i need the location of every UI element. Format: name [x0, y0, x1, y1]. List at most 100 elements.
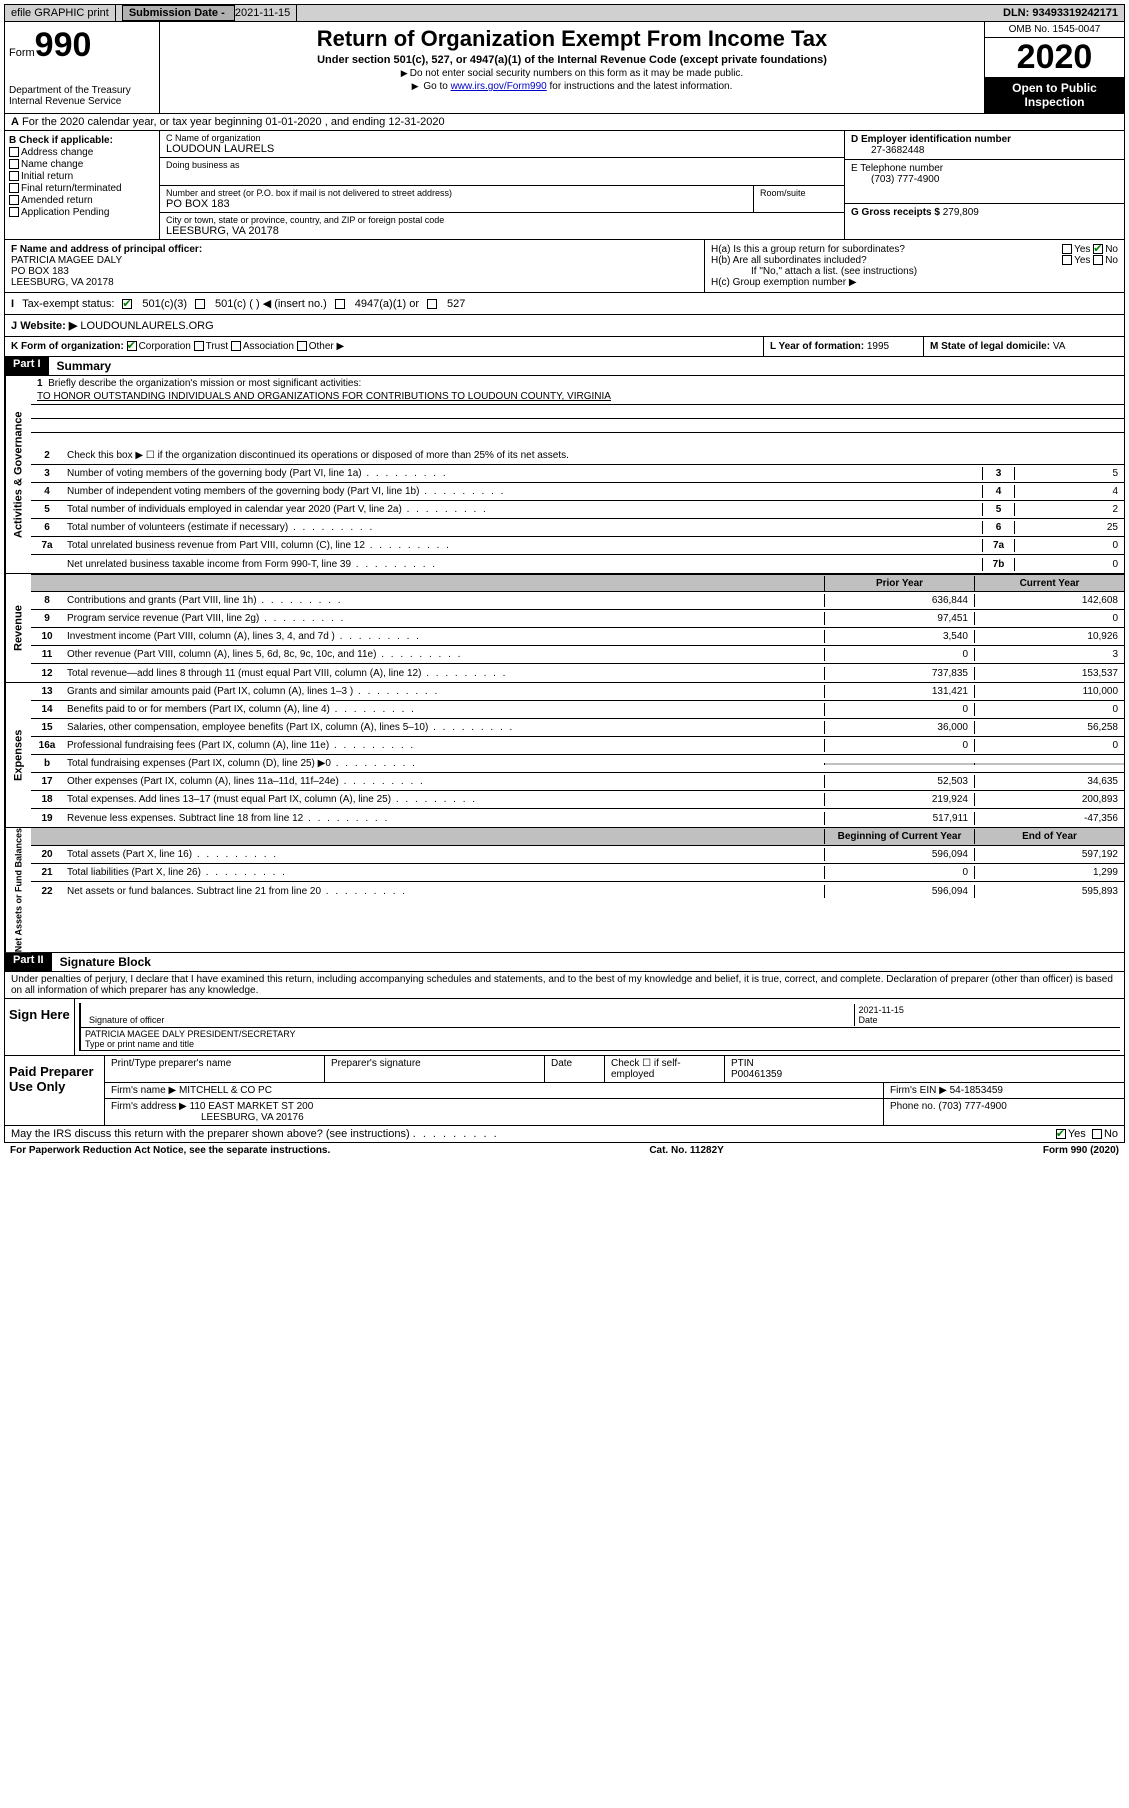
expense-line: 18Total expenses. Add lines 13–17 (must …	[31, 791, 1124, 809]
col-prior-year: Prior Year	[824, 576, 974, 591]
footer-left: For Paperwork Reduction Act Notice, see …	[10, 1145, 330, 1156]
submission-date: Submission Date - 2021-11-15	[116, 5, 297, 21]
row-a-tax-year: A For the 2020 calendar year, or tax yea…	[4, 114, 1125, 131]
chk-4947[interactable]	[335, 299, 345, 309]
dba-cell: Doing business as	[160, 158, 844, 186]
form-number: Form990	[9, 26, 155, 65]
row-l-year: L Year of formation: 1995	[764, 337, 924, 356]
chk-initial-return[interactable]: Initial return	[9, 171, 155, 182]
part2-header: Part II	[5, 953, 52, 971]
chk-discuss-yes[interactable]	[1056, 1129, 1066, 1139]
sidebar-governance: Activities & Governance	[5, 376, 31, 573]
revenue-line: 9Program service revenue (Part VIII, lin…	[31, 610, 1124, 628]
expense-line: 19Revenue less expenses. Subtract line 1…	[31, 809, 1124, 827]
netassets-line: 22Net assets or fund balances. Subtract …	[31, 882, 1124, 900]
revenue-line: 12Total revenue—add lines 8 through 11 (…	[31, 664, 1124, 682]
form-header: Form990 Department of the Treasury Inter…	[4, 22, 1125, 114]
top-bar: efile GRAPHIC print Submission Date - 20…	[4, 4, 1125, 22]
chk-amended[interactable]: Amended return	[9, 195, 155, 206]
sidebar-revenue: Revenue	[5, 574, 31, 682]
expense-line: 17Other expenses (Part IX, column (A), l…	[31, 773, 1124, 791]
ssn-note: Do not enter social security numbers on …	[164, 68, 980, 79]
prep-name-cell: Print/Type preparer's name	[105, 1056, 325, 1082]
sign-here-label: Sign Here	[5, 999, 75, 1055]
sig-officer-field: Signature of officer	[85, 1004, 855, 1026]
chk-trust[interactable]	[194, 341, 204, 351]
city-cell: City or town, state or province, country…	[160, 213, 844, 239]
row-j-website: J Website: ▶ LOUDOUNLAURELS.ORG	[4, 315, 1125, 337]
prep-sig-cell: Preparer's signature	[325, 1056, 545, 1082]
section-f-officer: F Name and address of principal officer:…	[5, 240, 704, 292]
section-b-checkboxes: B Check if applicable: Address change Na…	[5, 131, 160, 239]
col-end-year: End of Year	[974, 829, 1124, 844]
street-cell: Number and street (or P.O. box if mail i…	[160, 186, 754, 212]
part1-header: Part I	[5, 357, 49, 375]
sidebar-netassets: Net Assets or Fund Balances	[5, 828, 31, 952]
firm-addr-cell: Firm's address ▶ 110 EAST MARKET ST 200L…	[105, 1099, 884, 1125]
mission-text: TO HONOR OUTSTANDING INDIVIDUALS AND ORG…	[31, 391, 1124, 405]
room-cell: Room/suite	[754, 186, 844, 212]
chk-final-return[interactable]: Final return/terminated	[9, 183, 155, 194]
chk-corp[interactable]	[127, 341, 137, 351]
revenue-line: 10Investment income (Part VIII, column (…	[31, 628, 1124, 646]
officer-name-field: PATRICIA MAGEE DALY PRESIDENT/SECRETARYT…	[81, 1028, 1120, 1051]
ein-cell: D Employer identification number 27-3682…	[845, 131, 1124, 160]
gross-receipts-cell: G Gross receipts $ 279,809	[845, 204, 1124, 221]
chk-discuss-no[interactable]	[1092, 1129, 1102, 1139]
chk-other[interactable]	[297, 341, 307, 351]
form-subtitle: Under section 501(c), 527, or 4947(a)(1)…	[164, 54, 980, 66]
dln: DLN: 93493319242171	[997, 5, 1124, 21]
open-public-badge: Open to Public Inspection	[985, 77, 1124, 113]
page-footer: For Paperwork Reduction Act Notice, see …	[4, 1143, 1125, 1158]
col-current-year: Current Year	[974, 576, 1124, 591]
netassets-line: 21Total liabilities (Part X, line 26)01,…	[31, 864, 1124, 882]
summary-line: 5Total number of individuals employed in…	[31, 501, 1124, 519]
self-employed-cell: Check ☐ if self-employed	[605, 1056, 725, 1082]
footer-right: Form 990 (2020)	[1043, 1145, 1119, 1156]
chk-name-change[interactable]: Name change	[9, 159, 155, 170]
dept-treasury: Department of the Treasury Internal Reve…	[9, 85, 155, 107]
netassets-line: 20Total assets (Part X, line 16)596,0945…	[31, 846, 1124, 864]
summary-line: 3Number of voting members of the governi…	[31, 465, 1124, 483]
chk-assoc[interactable]	[231, 341, 241, 351]
form-title: Return of Organization Exempt From Incom…	[164, 26, 980, 52]
section-h: H(a) Is this a group return for subordin…	[704, 240, 1124, 292]
row-k-form-org: K Form of organization: Corporation Trus…	[5, 337, 764, 356]
chk-address-change[interactable]: Address change	[9, 147, 155, 158]
expense-line: 16aProfessional fundraising fees (Part I…	[31, 737, 1124, 755]
firm-ein-cell: Firm's EIN ▶ 54-1853459	[884, 1083, 1124, 1098]
part1-title: Summary	[49, 357, 120, 375]
chk-501c3[interactable]	[122, 299, 132, 309]
chk-pending[interactable]: Application Pending	[9, 207, 155, 218]
sidebar-expenses: Expenses	[5, 683, 31, 827]
row-i-tax-status: I Tax-exempt status: 501(c)(3) 501(c) ( …	[4, 293, 1125, 315]
discuss-row: May the IRS discuss this return with the…	[4, 1126, 1125, 1143]
phone-cell: E Telephone number (703) 777-4900	[845, 160, 1124, 204]
website-note: Go to www.irs.gov/Form990 for instructio…	[164, 81, 980, 92]
footer-center: Cat. No. 11282Y	[649, 1145, 723, 1156]
expense-line: 15Salaries, other compensation, employee…	[31, 719, 1124, 737]
row-m-state: M State of legal domicile: VA	[924, 337, 1124, 356]
sig-date-field: 2021-11-15Date	[855, 1004, 1117, 1026]
col-begin-year: Beginning of Current Year	[824, 829, 974, 844]
summary-line: Net unrelated business taxable income fr…	[31, 555, 1124, 573]
prep-date-cell: Date	[545, 1056, 605, 1082]
org-name-cell: C Name of organization LOUDOUN LAURELS	[160, 131, 844, 158]
ptin-cell: PTINP00461359	[725, 1056, 1124, 1082]
q2-text: Check this box ▶ ☐ if the organization d…	[63, 449, 1124, 462]
efile-label: efile GRAPHIC print	[5, 5, 116, 21]
tax-year: 2020	[985, 38, 1124, 77]
expense-line: 13Grants and similar amounts paid (Part …	[31, 683, 1124, 701]
summary-line: 4Number of independent voting members of…	[31, 483, 1124, 501]
irs-link[interactable]: www.irs.gov/Form990	[451, 81, 547, 92]
chk-501c[interactable]	[195, 299, 205, 309]
expense-line: 14Benefits paid to or for members (Part …	[31, 701, 1124, 719]
summary-line: 6Total number of volunteers (estimate if…	[31, 519, 1124, 537]
chk-527[interactable]	[427, 299, 437, 309]
omb-number: OMB No. 1545-0047	[985, 22, 1124, 38]
paid-preparer-label: Paid Preparer Use Only	[5, 1056, 105, 1125]
q1-label: Briefly describe the organization's miss…	[48, 378, 361, 389]
revenue-line: 8Contributions and grants (Part VIII, li…	[31, 592, 1124, 610]
expense-line: bTotal fundraising expenses (Part IX, co…	[31, 755, 1124, 773]
part2-title: Signature Block	[52, 953, 159, 971]
